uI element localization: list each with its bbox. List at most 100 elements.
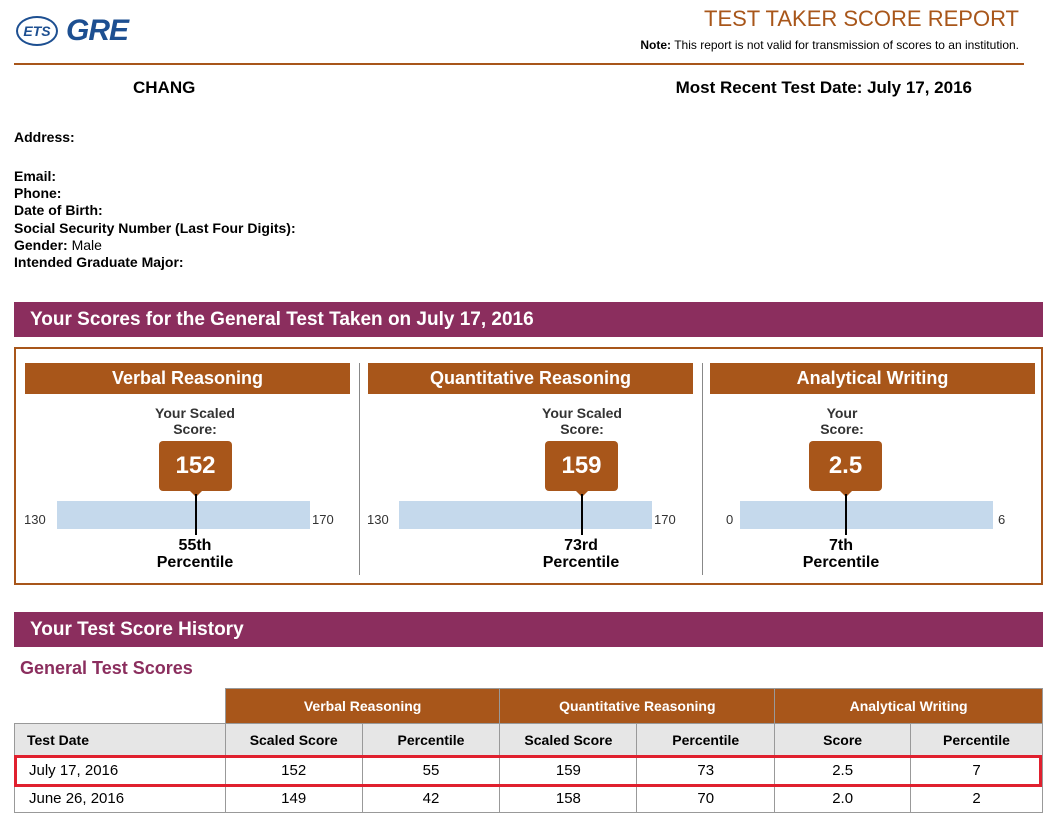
score-marker — [845, 494, 847, 535]
address-label: Address: — [14, 129, 75, 145]
quant-score-cell: 158 — [499, 784, 638, 813]
panel-divider — [359, 363, 360, 575]
ets-logo: ETS — [16, 16, 58, 46]
writing-percentile-cell: 7 — [910, 756, 1043, 785]
phone-label: Phone: — [14, 185, 62, 201]
report-note: Note: This report is not valid for trans… — [640, 38, 1019, 52]
verbal-percentile-cell: 42 — [361, 784, 501, 813]
writing-score-cell: 2.0 — [774, 784, 912, 813]
percentile: 7th Percentile — [781, 537, 901, 571]
most-recent-test-date: Most Recent Test Date: July 17, 2016 — [675, 78, 972, 97]
score-label-line2: Score: — [173, 421, 217, 437]
panel-divider — [702, 363, 703, 575]
gender-field: Gender: Male — [14, 237, 102, 253]
score-scale-bar — [740, 501, 993, 529]
score-label: Your Score: — [782, 405, 902, 437]
ssn-field: Social Security Number (Last Four Digits… — [14, 220, 296, 236]
scale-max: 170 — [312, 512, 334, 527]
group-header-writing: Analytical Writing — [774, 688, 1043, 724]
column-header-writing-score: Score — [774, 723, 912, 757]
panel-header: Verbal Reasoning — [25, 363, 350, 394]
scale-min: 0 — [726, 512, 734, 527]
percentile-label: Percentile — [542, 554, 620, 571]
score-pointer — [188, 489, 204, 497]
email-field: Email: — [14, 168, 56, 184]
score-scale-bar — [57, 501, 310, 529]
writing-score-cell: 2.5 — [774, 756, 912, 785]
verbal-score-cell: 152 — [224, 756, 363, 785]
candidate-name: CHANG — [133, 78, 196, 97]
scale-min: 130 — [24, 512, 46, 527]
gre-logo: ETS GRE — [16, 14, 129, 48]
gender-value: Male — [71, 237, 102, 253]
score-label-line2: Score: — [560, 421, 604, 437]
score-value: 2.5 — [809, 441, 882, 491]
score-label: Your Scaled Score: — [522, 405, 642, 437]
percentile-label: Percentile — [156, 554, 234, 571]
major-field: Intended Graduate Major: — [14, 254, 184, 270]
email-label: Email: — [14, 168, 57, 184]
column-header-quant-score: Scaled Score — [499, 723, 638, 757]
note-label: Note: — [640, 38, 672, 52]
panel-header: Quantitative Reasoning — [368, 363, 693, 394]
column-header-writing-percentile: Percentile — [910, 723, 1043, 757]
test-date-cell: June 26, 2016 — [14, 784, 226, 813]
report-title: TEST TAKER SCORE REPORT — [704, 6, 1019, 31]
verbal-percentile-cell: 55 — [361, 756, 501, 785]
dob-field: Date of Birth: — [14, 202, 103, 218]
scores-panel-container: Verbal Reasoning Your Scaled Score: 152 … — [14, 347, 1043, 585]
scale-max: 6 — [998, 512, 1006, 527]
score-label-line1: Your Scaled — [542, 405, 622, 421]
column-header-quant-percentile: Percentile — [636, 723, 776, 757]
verbal-reasoning-panel: Verbal Reasoning Your Scaled Score: 152 … — [16, 349, 358, 583]
test-date-cell: July 17, 2016 — [14, 756, 226, 785]
score-label-line1: Your — [826, 405, 858, 421]
panel-header: Analytical Writing — [710, 363, 1035, 394]
scores-section-title: Your Scores for the General Test Taken o… — [14, 302, 1043, 337]
table-row: July 17, 2016 152 55 159 73 2.5 7 — [14, 756, 1043, 785]
percentile-value: 7th — [829, 537, 853, 554]
score-label-line1: Your Scaled — [155, 405, 235, 421]
gre-wordmark: GRE — [66, 14, 129, 47]
scale-min: 130 — [367, 512, 389, 527]
quantitative-reasoning-panel: Quantitative Reasoning Your Scaled Score… — [359, 349, 701, 583]
verbal-score-cell: 149 — [224, 784, 363, 813]
scale-max: 170 — [654, 512, 676, 527]
percentile-label: Percentile — [802, 554, 880, 571]
percentile-value: 73rd — [564, 537, 598, 554]
column-header-verbal-score: Scaled Score — [224, 723, 363, 757]
score-scale-bar — [399, 501, 652, 529]
phone-field: Phone: — [14, 185, 61, 201]
ssn-label: Social Security Number (Last Four Digits… — [14, 220, 296, 236]
score-history-table: Verbal Reasoning Quantitative Reasoning … — [14, 688, 1043, 813]
quant-score-cell: 159 — [499, 756, 638, 785]
quant-percentile-cell: 70 — [636, 784, 776, 813]
percentile: 55th Percentile — [135, 537, 255, 571]
address-field: Address: — [14, 129, 75, 145]
column-header-verbal-percentile: Percentile — [361, 723, 501, 757]
table-row: June 26, 2016 149 42 158 70 2.0 2 — [14, 784, 1043, 813]
score-marker — [195, 494, 197, 535]
column-header-test-date: Test Date — [14, 723, 226, 757]
blank-header-cell — [14, 688, 226, 724]
score-pointer — [574, 489, 590, 497]
percentile-value: 55th — [178, 537, 212, 554]
group-header-quantitative: Quantitative Reasoning — [499, 688, 776, 724]
group-header-verbal: Verbal Reasoning — [224, 688, 501, 724]
analytical-writing-panel: Analytical Writing Your Score: 2.5 0 6 7… — [702, 349, 1041, 583]
major-label: Intended Graduate Major: — [14, 254, 184, 270]
history-section-title: Your Test Score History — [14, 612, 1043, 647]
dob-label: Date of Birth: — [14, 202, 103, 218]
score-label: Your Scaled Score: — [135, 405, 255, 437]
gender-label: Gender: — [14, 237, 68, 253]
score-value: 152 — [159, 441, 232, 491]
general-test-scores-title: General Test Scores — [20, 658, 193, 678]
writing-percentile-cell: 2 — [910, 784, 1043, 813]
quant-percentile-cell: 73 — [636, 756, 776, 785]
score-pointer — [838, 489, 854, 497]
percentile: 73rd Percentile — [521, 537, 641, 571]
score-marker — [581, 494, 583, 535]
note-text: This report is not valid for transmissio… — [674, 38, 1019, 52]
header-divider — [14, 63, 1024, 65]
score-value: 159 — [545, 441, 618, 491]
